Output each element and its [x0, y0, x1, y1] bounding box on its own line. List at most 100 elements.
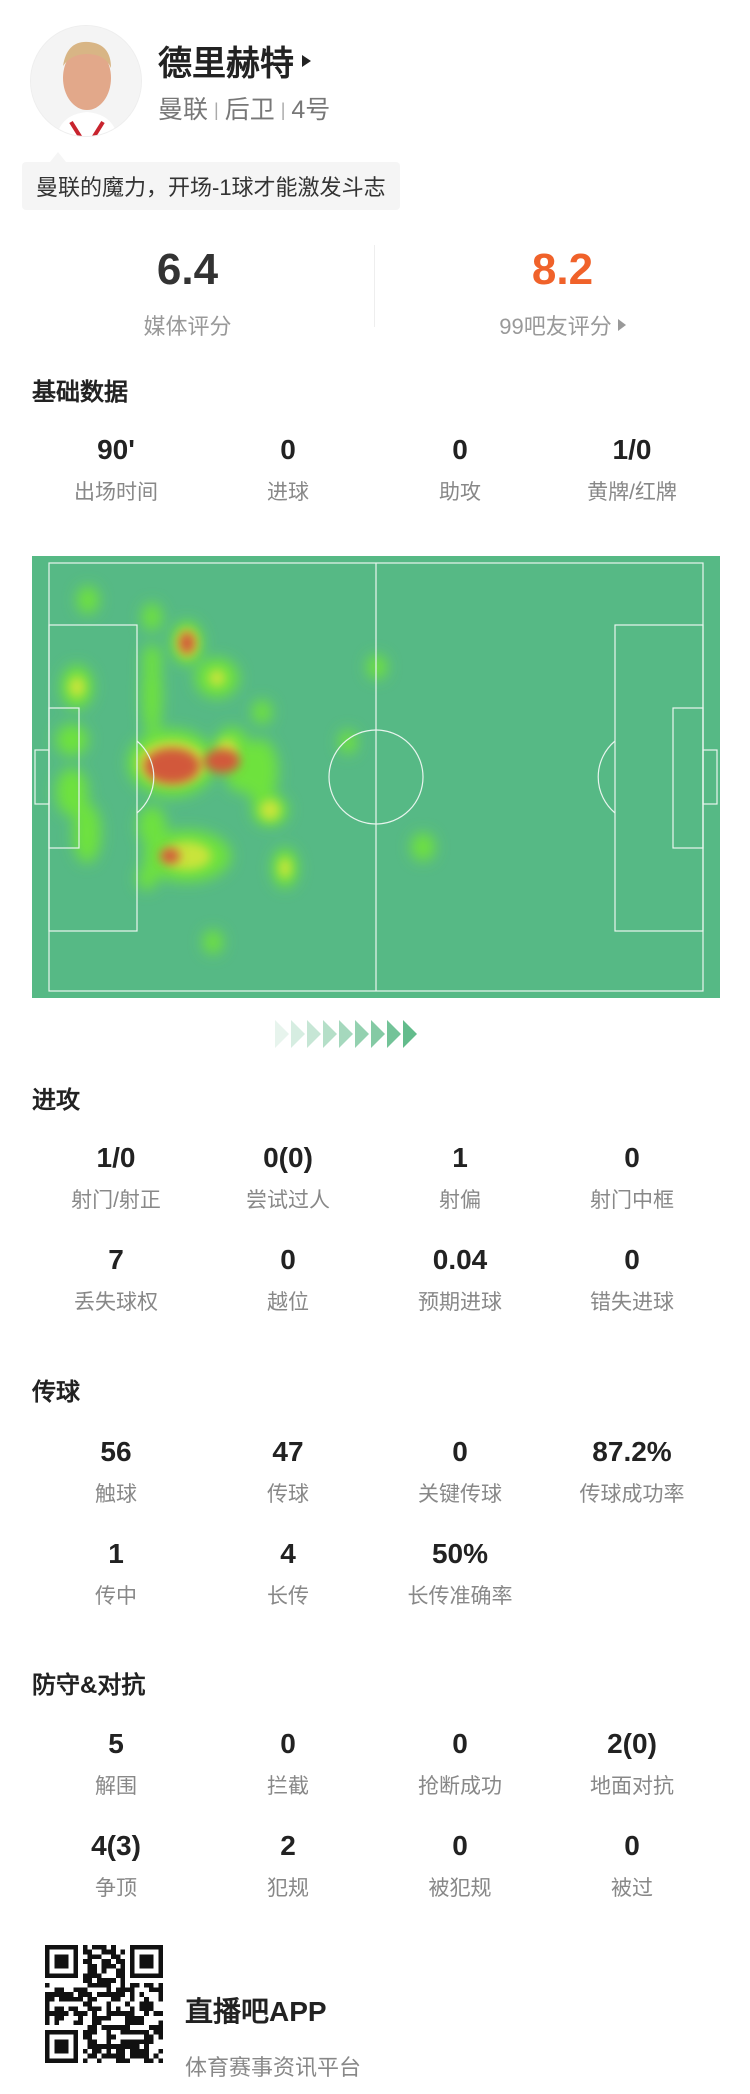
heat-blob [339, 730, 357, 754]
stat-label: 错失进球 [590, 1291, 674, 1314]
stat-item: 0 拦截 [202, 1728, 374, 1800]
basic-stats: 90' 出场时间 0 进球 0 助攻 1/0 黄牌/红牌 [0, 434, 750, 506]
heat-blob [252, 700, 272, 724]
chevron-right-icon [371, 1020, 385, 1048]
stat-item: 2(0) 地面对抗 [546, 1728, 718, 1800]
heat-blob [160, 848, 180, 864]
stat-label: 丢失球权 [74, 1291, 158, 1314]
heat-blob [142, 603, 162, 631]
stat-value: 0 [452, 1830, 468, 1861]
stat-value: 0 [452, 434, 468, 465]
app-name: 直播吧APP [185, 1996, 327, 2027]
stat-value: 0 [452, 1728, 468, 1759]
heat-zones-high [144, 632, 240, 864]
stat-value: 4(3) [91, 1830, 141, 1861]
heat-blob [137, 866, 157, 890]
heat-blob [260, 800, 280, 820]
section-title-attack: 进攻 [32, 1087, 80, 1114]
qr-code[interactable] [45, 1945, 163, 2063]
heat-blob [138, 806, 166, 846]
stat-label: 关键传球 [418, 1483, 502, 1506]
stat-label: 射偏 [439, 1189, 481, 1212]
stat-item: 1/0 射门/射正 [30, 1142, 202, 1214]
player-avatar[interactable] [30, 25, 142, 137]
player-quote: 曼联的魔力，开场-1球才能激发斗志 [22, 152, 400, 210]
fan-rating-value: 8.2 [531, 245, 594, 294]
position: 后卫 [224, 96, 275, 124]
media-rating-value: 6.4 [156, 245, 219, 294]
stat-value: 2 [280, 1830, 296, 1861]
stat-value: 0 [624, 1142, 640, 1173]
stat-value: 0.04 [432, 1244, 488, 1275]
heat-blob [69, 677, 85, 697]
stat-label: 越位 [267, 1291, 309, 1314]
team: 曼联 [158, 96, 209, 124]
rating-divider [374, 245, 375, 327]
stat-value: 2(0) [607, 1728, 657, 1759]
divider: | [280, 100, 286, 120]
stat-value: 1 [108, 1538, 124, 1569]
heat-blob [56, 768, 88, 816]
section-title-basic: 基础数据 [32, 379, 128, 406]
stat-label: 长传 [267, 1585, 309, 1608]
stat-label: 拦截 [267, 1775, 309, 1798]
stat-label: 传中 [95, 1585, 137, 1608]
media-rating-label: 媒体评分 [143, 314, 232, 339]
arrow-right-icon [302, 54, 311, 67]
chevron-right-icon [387, 1020, 401, 1048]
attack-stats-row-2: 7 丢失球权 0 越位 0.04 预期进球 0 错失进球 [0, 1244, 750, 1316]
attack-stats-row-1: 1/0 射门/射正 0(0) 尝试过人 1 射偏 0 射门中框 [0, 1142, 750, 1214]
stat-item: 0.04 预期进球 [374, 1244, 546, 1316]
heat-blob [411, 833, 435, 861]
stat-label: 黄牌/红牌 [587, 481, 677, 504]
heat-blob [209, 670, 225, 686]
chevron-right-icon [339, 1020, 353, 1048]
stat-item: 1 传中 [30, 1538, 202, 1610]
stat-value: 4 [280, 1538, 296, 1569]
stat-item: 87.2% 传球成功率 [546, 1436, 718, 1508]
player-name: 德里赫特 [158, 45, 294, 83]
stat-value: 87.2% [592, 1436, 672, 1467]
section-title-defense: 防守&对抗 [32, 1672, 146, 1699]
player-meta: 曼联 | 后卫 | 4号 [158, 90, 330, 126]
heat-blob [179, 632, 195, 654]
section-title-passing: 传球 [32, 1379, 80, 1406]
stat-value: 0(0) [263, 1142, 313, 1173]
defense-stats-row-1: 5 解围 0 拦截 0 抢断成功 2(0) 地面对抗 [0, 1728, 750, 1800]
stat-item: 56 触球 [30, 1436, 202, 1508]
heat-blob [73, 803, 101, 863]
stat-item: 0 进球 [202, 434, 374, 506]
stat-label: 进球 [267, 481, 309, 504]
stat-value: 90' [97, 434, 135, 465]
stat-value: 0 [624, 1244, 640, 1275]
heat-blob [56, 724, 88, 756]
heat-blob [163, 842, 211, 870]
stat-item: 0 错失进球 [546, 1244, 718, 1316]
stat-value: 1/0 [612, 434, 652, 465]
stat-value: 0 [280, 434, 296, 465]
stat-item: 0 关键传球 [374, 1436, 546, 1508]
stat-label: 被犯规 [428, 1877, 492, 1900]
stat-value: 0 [280, 1244, 296, 1275]
stat-item: 0 抢断成功 [374, 1728, 546, 1800]
heat-blob [279, 858, 291, 878]
heat-blob [204, 749, 240, 773]
stat-item: 0 助攻 [374, 434, 546, 506]
stat-item: 50% 长传准确率 [374, 1538, 546, 1610]
player-name-link[interactable]: 德里赫特 [158, 36, 311, 85]
stat-label: 犯规 [267, 1877, 309, 1900]
stat-value: 0 [280, 1728, 296, 1759]
stat-item: 7 丢失球权 [30, 1244, 202, 1316]
stat-item: 0(0) 尝试过人 [202, 1142, 374, 1214]
heatmap-pitch [32, 556, 720, 998]
chevron-right-icon [275, 1020, 289, 1048]
fan-rating[interactable]: 8.2 99吧友评分 [375, 245, 750, 341]
stat-label: 争顶 [95, 1877, 137, 1900]
divider: | [214, 100, 219, 120]
stat-item: 4(3) 争顶 [30, 1830, 202, 1902]
stat-value: 0 [452, 1436, 468, 1467]
stat-value: 7 [108, 1244, 124, 1275]
stat-label: 长传准确率 [407, 1585, 513, 1608]
stat-item: 47 传球 [202, 1436, 374, 1508]
stat-item: 5 解围 [30, 1728, 202, 1800]
